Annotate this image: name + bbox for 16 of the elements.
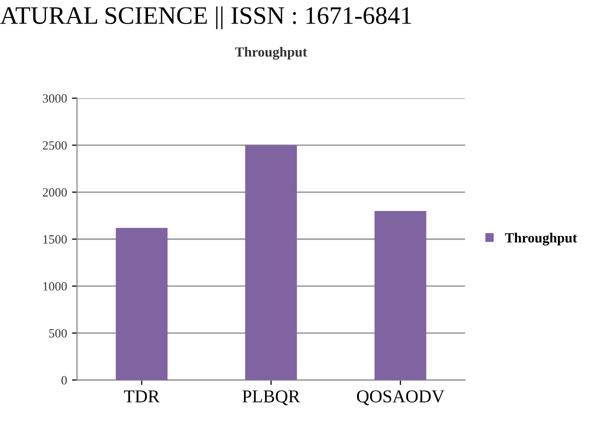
x-tick-label: QOSAODV [357,390,444,406]
y-tick-label: 3000 [42,94,67,103]
y-tick-label: 1000 [43,282,67,291]
y-tick-label: 1500 [43,235,67,244]
y-tick-label: 500 [49,329,67,338]
y-tick-label: 0 [62,376,67,384]
bar [116,228,168,380]
chart-title: Throughput [235,46,308,60]
x-tick-label: PLBQR [242,390,300,406]
x-tick-label: TDR [124,390,160,402]
bar [245,145,297,380]
y-tick-label: 2500 [42,141,67,150]
bar [374,210,426,380]
text: ATURAL SCIENCE || ISSN : 1671-6841 [0,6,412,30]
legend-label: Throughput [505,232,578,246]
y-tick-label: 2000 [42,188,67,197]
